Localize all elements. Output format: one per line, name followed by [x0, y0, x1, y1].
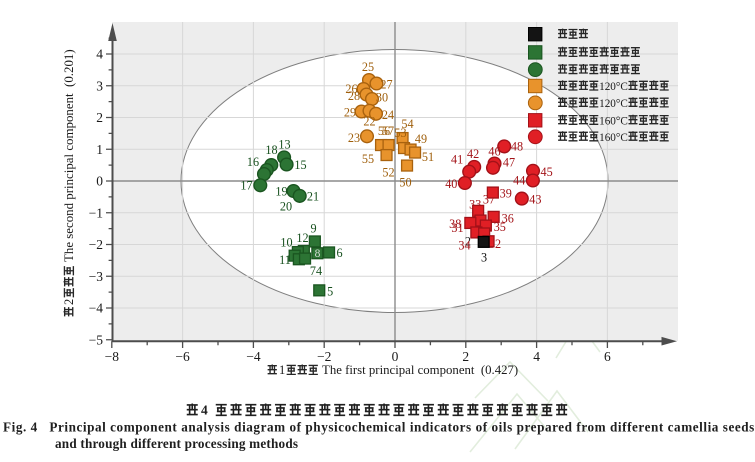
svg-text:45: 45	[541, 165, 553, 179]
svg-text:4: 4	[533, 349, 540, 364]
svg-text:2: 2	[462, 349, 469, 364]
svg-text:8: 8	[315, 248, 321, 260]
svg-text:120°C: 120°C	[599, 98, 628, 110]
svg-text:57: 57	[382, 124, 394, 138]
svg-text:54: 54	[401, 117, 413, 131]
svg-text:50: 50	[399, 175, 411, 189]
svg-text:47: 47	[503, 156, 515, 170]
svg-text:44: 44	[513, 173, 525, 187]
svg-text:52: 52	[382, 165, 394, 179]
svg-text:2: 2	[465, 234, 471, 248]
svg-text:56: 56	[378, 124, 390, 138]
svg-text:9: 9	[311, 222, 317, 236]
svg-text:10: 10	[280, 235, 292, 249]
svg-text:3: 3	[96, 78, 103, 93]
svg-text:−3: −3	[89, 269, 104, 284]
svg-text:18: 18	[265, 143, 277, 157]
svg-text:35: 35	[494, 220, 506, 234]
svg-text:6: 6	[336, 246, 342, 260]
svg-text:−1: −1	[89, 205, 103, 220]
svg-text:1: 1	[279, 363, 285, 377]
svg-text:46: 46	[488, 145, 500, 159]
svg-text:21: 21	[307, 189, 319, 203]
svg-text:−5: −5	[89, 332, 104, 347]
svg-text:and through different processi: and through different processing methods	[55, 436, 298, 451]
svg-text:42: 42	[467, 147, 479, 161]
svg-text:39: 39	[500, 187, 512, 201]
svg-text:49: 49	[415, 132, 427, 146]
svg-text:4: 4	[96, 47, 103, 62]
svg-text:41: 41	[451, 153, 463, 167]
svg-text:The second principal component: The second principal component (0.201)	[62, 49, 76, 262]
svg-text:28: 28	[348, 89, 360, 103]
svg-text:29: 29	[344, 105, 356, 119]
svg-text:5: 5	[327, 284, 333, 298]
svg-text:26: 26	[345, 82, 357, 96]
svg-text:53: 53	[394, 126, 406, 140]
svg-text:19: 19	[275, 185, 287, 199]
svg-text:36: 36	[502, 212, 514, 226]
svg-text:−6: −6	[175, 349, 190, 364]
svg-text:6: 6	[604, 349, 611, 364]
svg-text:11: 11	[279, 253, 291, 267]
svg-text:25: 25	[362, 60, 374, 74]
svg-text:34: 34	[458, 239, 470, 253]
svg-text:Fig. 4 Principal component a: Fig. 4 Principal component analysis diag…	[3, 420, 755, 435]
svg-text:15: 15	[294, 158, 306, 172]
svg-text:−2: −2	[89, 237, 103, 252]
svg-text:−4: −4	[246, 349, 261, 364]
svg-text:The first principal component: The first principal component (0.427)	[322, 363, 518, 377]
svg-text:1: 1	[96, 142, 103, 157]
svg-text:20: 20	[280, 199, 292, 213]
svg-text:160°C: 160°C	[599, 115, 628, 127]
svg-text:0: 0	[96, 174, 103, 189]
svg-text:22: 22	[363, 114, 375, 128]
svg-text:23: 23	[348, 131, 360, 145]
svg-text:3: 3	[481, 251, 487, 265]
svg-text:2: 2	[96, 110, 103, 125]
svg-text:2: 2	[62, 299, 76, 305]
svg-text:17: 17	[240, 178, 252, 192]
svg-text:30: 30	[376, 90, 388, 104]
svg-text:12: 12	[296, 231, 308, 245]
svg-text:−8: −8	[105, 349, 120, 364]
svg-text:40: 40	[445, 177, 457, 191]
svg-text:13: 13	[278, 137, 290, 151]
svg-text:16: 16	[247, 155, 259, 169]
svg-text:74: 74	[310, 264, 322, 278]
svg-text:48: 48	[511, 140, 523, 154]
svg-text:−2: −2	[317, 349, 331, 364]
svg-text:55: 55	[362, 152, 374, 166]
svg-text:−4: −4	[89, 301, 104, 316]
svg-text:4: 4	[201, 403, 208, 418]
svg-text:160°C: 160°C	[599, 132, 628, 144]
svg-text:27: 27	[380, 77, 392, 91]
svg-text:31: 31	[451, 221, 463, 235]
svg-text:120°C: 120°C	[599, 81, 628, 93]
svg-text:51: 51	[422, 150, 434, 164]
svg-text:38: 38	[449, 217, 461, 231]
svg-text:24: 24	[382, 108, 394, 122]
svg-text:0: 0	[392, 349, 399, 364]
svg-text:43: 43	[529, 192, 541, 206]
